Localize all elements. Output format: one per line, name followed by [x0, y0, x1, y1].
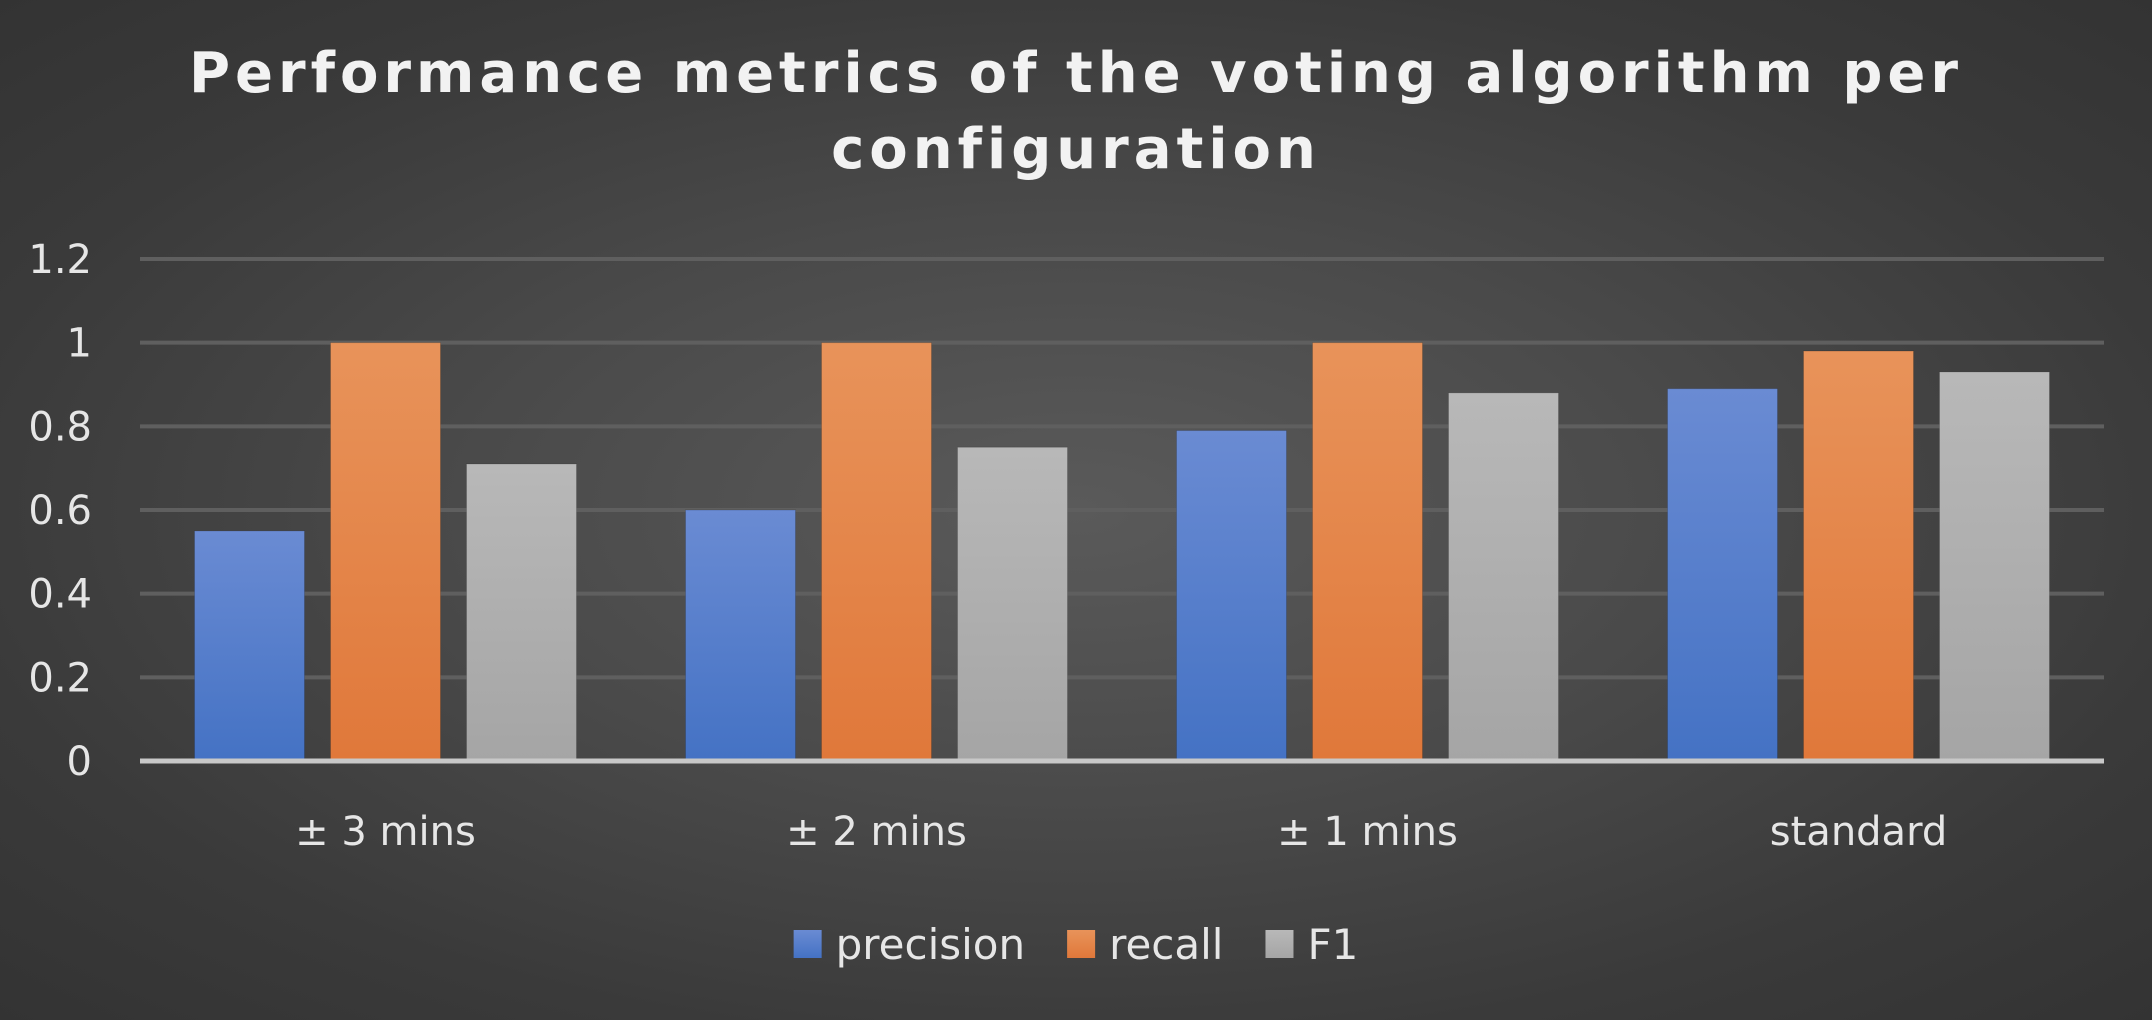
bar-f1-1	[957, 446, 1068, 762]
legend-swatch	[793, 930, 822, 958]
x-category-label: ± 3 mins	[295, 809, 476, 855]
bar-precision-1	[685, 509, 796, 762]
y-tick-label: 0.6	[28, 488, 92, 534]
y-tick-label: 0.4	[28, 572, 92, 618]
chart-title-line-2: configuration	[831, 117, 1321, 182]
x-category-label: ± 2 mins	[786, 809, 967, 855]
bar-f1-2	[1448, 392, 1559, 762]
legend-label: F1	[1307, 920, 1358, 969]
legend-label: recall	[1109, 920, 1223, 969]
y-tick-label: 1	[67, 321, 92, 367]
legend-item-f1: F1	[1265, 920, 1358, 969]
legend-swatch	[1067, 930, 1096, 958]
legend-item-recall: recall	[1067, 920, 1223, 969]
legend: precision recall F1	[793, 920, 1358, 969]
bars	[194, 342, 2050, 762]
bar-precision-2	[1176, 430, 1287, 762]
chart-title-line-1: Performance metrics of the voting algori…	[189, 41, 1963, 106]
bar-recall-3	[1803, 350, 1914, 762]
x-category-label: standard	[1770, 809, 1947, 855]
chart-title: Performance metrics of the voting algori…	[189, 41, 1963, 182]
x-category-label: ± 1 mins	[1277, 809, 1458, 855]
y-axis-tick-labels: 0 0.2 0.4 0.6 0.8 1 1.2	[28, 237, 92, 785]
bar-precision-3	[1667, 388, 1778, 762]
y-tick-label: 0	[67, 739, 92, 785]
legend-swatch	[1265, 930, 1294, 958]
y-tick-label: 0.8	[28, 404, 92, 450]
y-tick-label: 0.2	[28, 655, 92, 701]
bar-f1-3	[1939, 371, 2050, 762]
bar-recall-1	[821, 342, 932, 762]
bar-recall-2	[1312, 342, 1423, 762]
legend-item-precision: precision	[793, 920, 1025, 969]
bar-recall-0	[330, 342, 441, 762]
bar-precision-0	[194, 530, 305, 762]
y-tick-label: 1.2	[28, 237, 92, 283]
x-axis-category-labels: ± 3 mins ± 2 mins ± 1 mins standard	[295, 809, 1947, 855]
legend-label: precision	[836, 920, 1025, 969]
bar-f1-0	[466, 463, 577, 762]
